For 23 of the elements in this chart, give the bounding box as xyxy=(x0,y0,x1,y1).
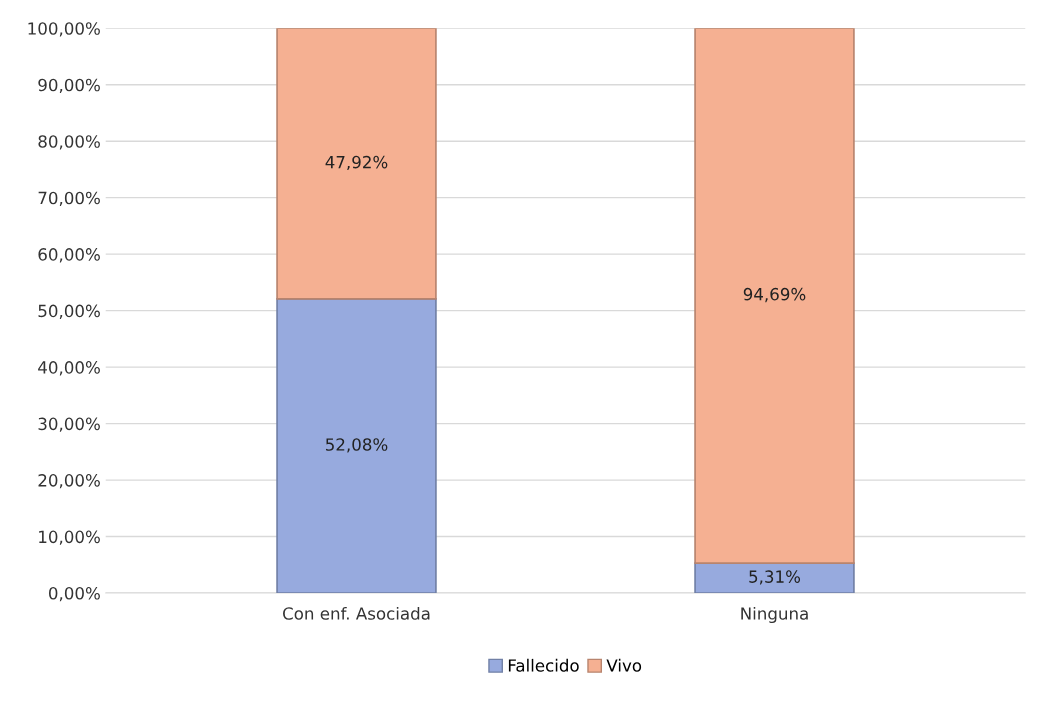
y-tick-label: 90,00% xyxy=(38,78,100,93)
bar xyxy=(694,28,855,564)
y-tick-label: 30,00% xyxy=(38,417,100,432)
legend-label: Vivo xyxy=(606,658,642,672)
y-tick-label: 50,00% xyxy=(38,304,100,319)
y-tick-label: 70,00% xyxy=(38,191,100,206)
bar xyxy=(276,28,437,300)
y-tick-label: 0,00% xyxy=(48,587,100,602)
y-tick-label: 20,00% xyxy=(38,474,100,489)
y-tick-label: 100,00% xyxy=(28,22,100,37)
legend-label: Fallecido xyxy=(508,658,579,672)
bar xyxy=(276,298,437,594)
data-label: 47,92% xyxy=(325,155,388,171)
bar xyxy=(694,562,855,594)
y-tick-label: 80,00% xyxy=(38,135,100,150)
y-tick-label: 10,00% xyxy=(39,530,100,545)
data-label: 5,31% xyxy=(749,570,801,585)
y-tick-label: 60,00% xyxy=(38,248,100,263)
data-label: 52,08% xyxy=(326,438,388,453)
x-tick-label: Ninguna xyxy=(741,606,808,624)
y-tick-label: 40,00% xyxy=(38,361,100,376)
x-tick-label: Con enf. Asociada xyxy=(283,606,430,620)
data-label: 94,69% xyxy=(743,287,806,303)
